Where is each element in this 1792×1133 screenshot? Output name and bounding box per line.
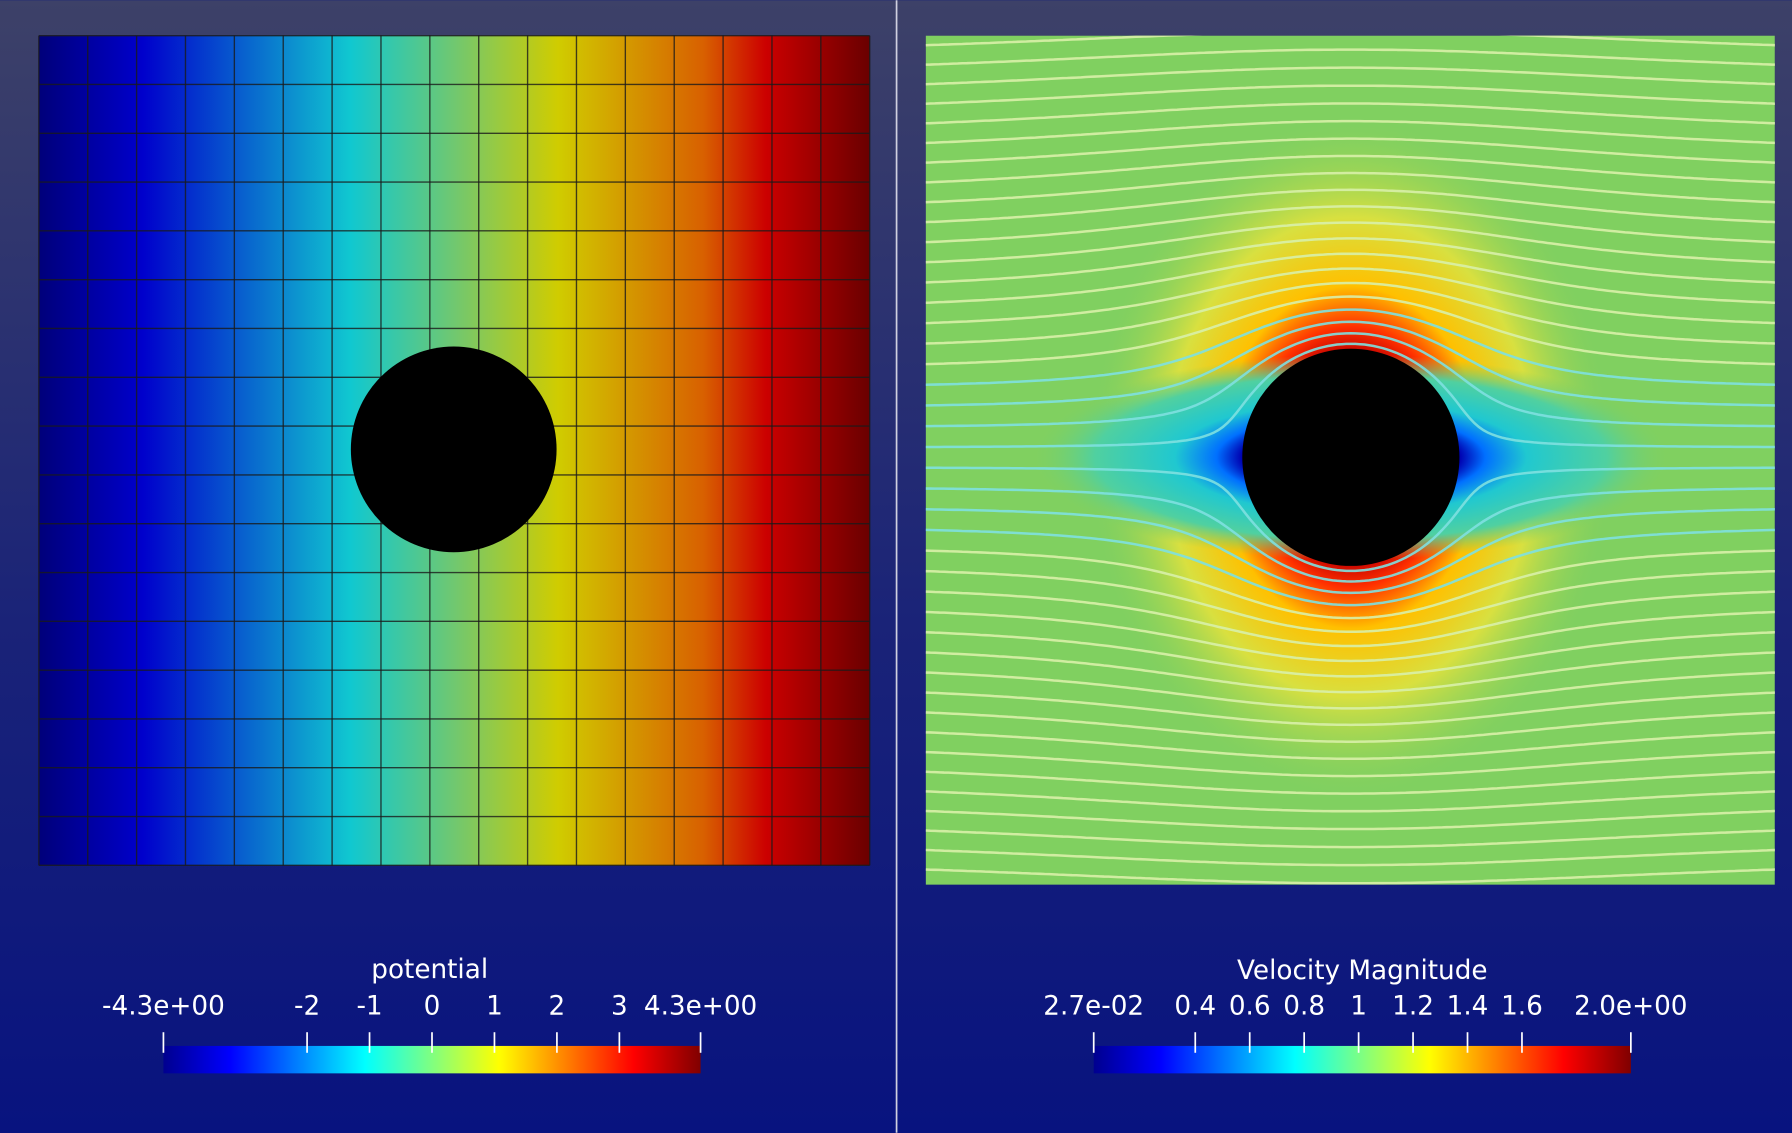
streamline bbox=[925, 237, 1775, 284]
streamline bbox=[925, 528, 1775, 607]
streamline bbox=[925, 549, 1775, 620]
streamline bbox=[925, 342, 1775, 449]
streamline bbox=[925, 66, 1775, 86]
streamline bbox=[925, 188, 1775, 224]
obstacle bbox=[350, 346, 557, 553]
obstacle bbox=[1242, 348, 1460, 566]
streamline bbox=[925, 630, 1775, 678]
tick-label: 1.4 bbox=[1447, 992, 1489, 1022]
potential-view bbox=[38, 34, 871, 867]
tick-label: 0.4 bbox=[1174, 992, 1216, 1022]
tick-label: 1.6 bbox=[1501, 992, 1543, 1022]
tick-label: 0.6 bbox=[1229, 992, 1271, 1022]
streamline bbox=[925, 829, 1775, 849]
streamline bbox=[925, 671, 1775, 710]
streamline bbox=[925, 119, 1775, 145]
streamline bbox=[925, 295, 1775, 366]
tick-label: 2 bbox=[549, 992, 566, 1022]
streamline bbox=[925, 790, 1775, 813]
streamline bbox=[925, 320, 1775, 407]
streamline bbox=[925, 711, 1775, 743]
streamline bbox=[925, 487, 1775, 583]
streamline bbox=[925, 102, 1775, 125]
streamline bbox=[925, 569, 1775, 634]
streamline bbox=[925, 252, 1775, 304]
streamline bbox=[925, 48, 1775, 66]
streamline bbox=[925, 281, 1775, 345]
streamline bbox=[925, 610, 1775, 663]
streamline bbox=[925, 205, 1775, 244]
streamline bbox=[925, 35, 1775, 47]
streamline bbox=[925, 809, 1775, 831]
velocity-view bbox=[925, 35, 1775, 885]
streamline bbox=[925, 331, 1775, 428]
legend-title: Velocity Magnitude bbox=[1237, 956, 1488, 986]
tick-label: 2.0e+00 bbox=[1574, 992, 1687, 1022]
streamline bbox=[925, 651, 1775, 694]
streamline bbox=[925, 221, 1775, 264]
tick-label: 0.8 bbox=[1283, 992, 1325, 1022]
tick-label: 1.2 bbox=[1392, 992, 1434, 1022]
legend-title: potential bbox=[371, 955, 488, 985]
streamline bbox=[925, 750, 1775, 778]
tick-label: 4.3e+00 bbox=[644, 992, 757, 1022]
streamline bbox=[925, 868, 1775, 885]
tick-label: 2.7e-02 bbox=[1043, 992, 1144, 1022]
tick-label: -2 bbox=[294, 992, 320, 1022]
tick-label: 3 bbox=[611, 992, 628, 1022]
streamline bbox=[925, 466, 1775, 573]
tick-label: -1 bbox=[356, 992, 382, 1022]
streamline bbox=[925, 590, 1775, 648]
streamline bbox=[925, 848, 1775, 867]
streamline bbox=[925, 137, 1775, 164]
streamline bbox=[925, 267, 1775, 325]
streamline bbox=[925, 308, 1775, 387]
tick-label: -4.3e+00 bbox=[102, 992, 225, 1022]
tick-label: 1 bbox=[486, 992, 503, 1022]
streamline bbox=[925, 84, 1775, 106]
tick-label: 0 bbox=[424, 992, 441, 1022]
tick-label: 1 bbox=[1350, 992, 1367, 1022]
streamline bbox=[925, 770, 1775, 795]
streamline bbox=[925, 154, 1775, 184]
streamline bbox=[925, 507, 1775, 595]
streamline bbox=[925, 731, 1775, 760]
streamline bbox=[925, 691, 1775, 727]
streamline bbox=[925, 171, 1775, 204]
color-bar bbox=[1093, 1045, 1631, 1074]
